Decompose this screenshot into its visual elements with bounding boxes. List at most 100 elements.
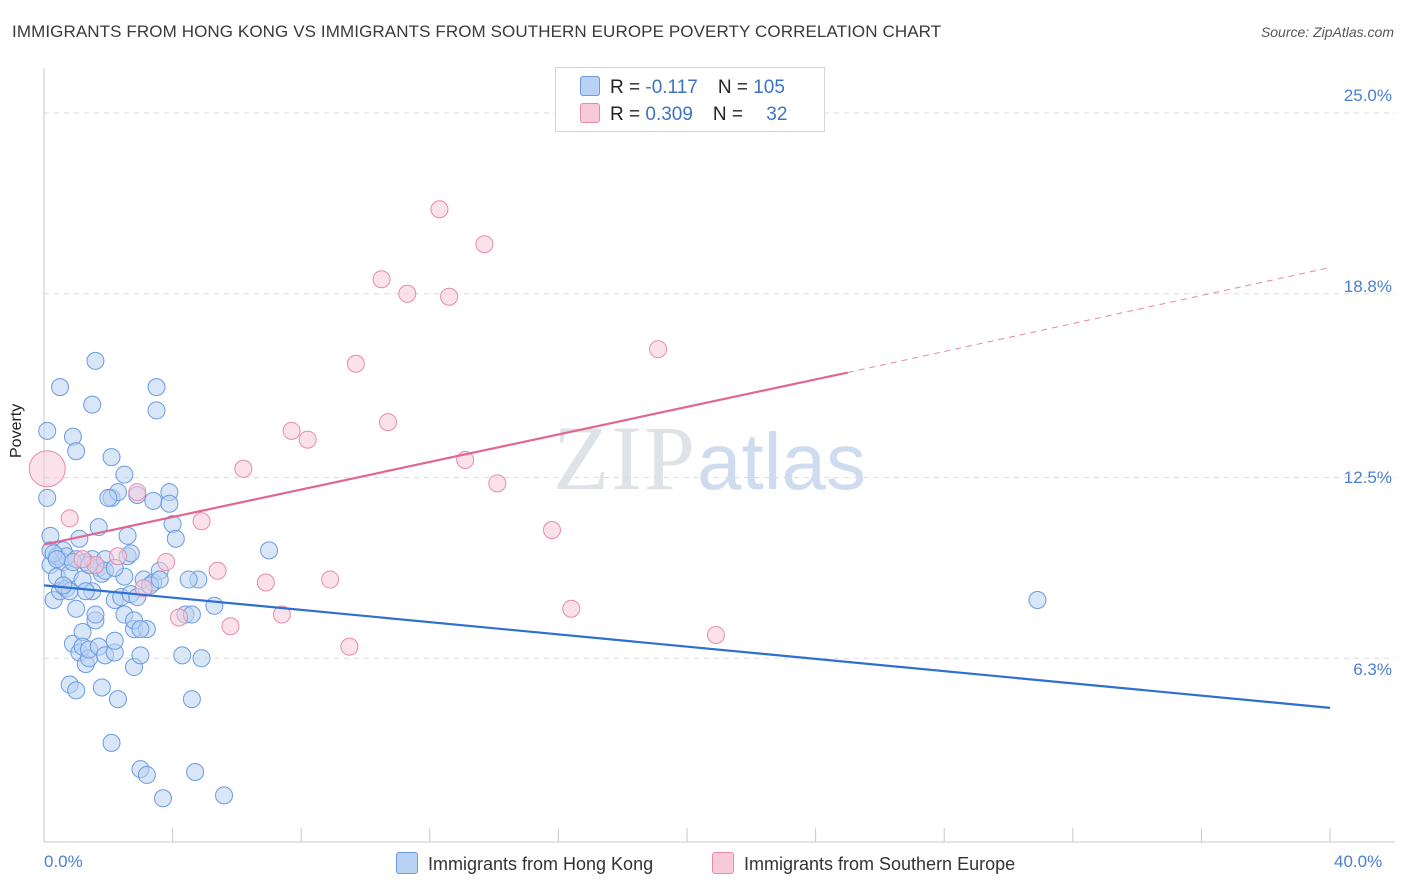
n-label: N = (712, 104, 749, 125)
legend-item-hong-kong[interactable]: Immigrants from Hong Kong (396, 852, 653, 875)
hong-kong-point (38, 488, 57, 507)
hong-kong-point (51, 378, 70, 397)
hong-kong-point (86, 605, 105, 624)
hong-kong-point (179, 570, 198, 589)
southern-europe-point (340, 637, 359, 656)
southern-europe-point (298, 430, 317, 449)
y-tick-label: 18.8% (1343, 277, 1392, 296)
chart-title: IMMIGRANTS FROM HONG KONG VS IMMIGRANTS … (12, 22, 942, 41)
southern-europe-point (60, 509, 79, 528)
southern-europe-point (282, 421, 301, 440)
hong-kong-point (205, 596, 224, 615)
hong-kong-point (38, 421, 57, 440)
r-label: R = (610, 104, 646, 125)
y-axis-label: Poverty (8, 403, 25, 458)
southern-europe-point (28, 450, 66, 488)
n-label: N = (717, 77, 754, 98)
y-tick-label: 6.3% (1353, 660, 1392, 679)
hong-kong-point (83, 395, 102, 414)
hong-kong-point (182, 690, 201, 709)
southern-europe-point (272, 605, 291, 624)
hong-kong-point (131, 620, 150, 639)
hong-kong-point (67, 681, 86, 700)
hong-kong-point (115, 465, 134, 484)
southern-europe-point (73, 550, 92, 569)
legend-label: Immigrants from Southern Europe (744, 854, 1016, 874)
southern-europe-trend-line (43, 371, 848, 546)
hong-kong-point (1028, 590, 1047, 609)
southern-europe-point (234, 459, 253, 478)
southern-europe-point (430, 200, 449, 219)
hong-kong-point (76, 582, 95, 601)
southern-europe-point (488, 474, 507, 493)
hong-kong-point (67, 442, 86, 461)
n-value: 105 (753, 77, 785, 98)
legend-row-southern-europe: R = 0.309 N = 32 (580, 103, 787, 127)
hong-kong-point (160, 494, 179, 513)
watermark-zip: ZIP (553, 407, 697, 509)
hong-kong-point (147, 401, 166, 420)
southern-europe-point (321, 570, 340, 589)
southern-europe-point (208, 561, 227, 580)
hong-kong-point (105, 631, 124, 650)
southern-europe-point (562, 599, 581, 618)
watermark: ZIPatlas (553, 405, 866, 511)
hong-kong-point (215, 786, 234, 805)
legend-label: Immigrants from Hong Kong (428, 854, 654, 874)
southern-europe-point (398, 284, 417, 303)
hong-kong-point (47, 550, 66, 569)
hong-kong-point (173, 646, 192, 665)
hong-kong-point (86, 351, 105, 370)
hong-kong-point (260, 541, 279, 560)
y-tick-label: 12.5% (1343, 468, 1392, 487)
x-tick-label: 40.0% (1334, 852, 1383, 871)
blue-swatch-icon (396, 852, 418, 874)
southern-europe-point (706, 625, 725, 644)
southern-europe-trend-extension (847, 267, 1331, 374)
watermark-atlas: atlas (697, 417, 866, 506)
southern-europe-point (221, 617, 240, 636)
southern-europe-point (256, 573, 275, 592)
hong-kong-point (192, 649, 211, 668)
hong-kong-point (147, 378, 166, 397)
correlation-legend: R = -0.117 N = 105 R = 0.309 N = 32 (555, 67, 825, 132)
hong-kong-point (102, 448, 121, 467)
x-tick-label: 0.0% (44, 852, 83, 871)
hong-kong-trend-line (43, 584, 1331, 709)
pink-swatch-icon (712, 852, 734, 874)
hong-kong-point (131, 646, 150, 665)
southern-europe-point (128, 483, 147, 502)
southern-europe-point (542, 520, 561, 539)
hong-kong-point (137, 765, 156, 784)
southern-europe-point (346, 354, 365, 373)
hong-kong-point (63, 427, 82, 446)
southern-europe-point (475, 235, 494, 254)
southern-europe-point (372, 270, 391, 289)
southern-europe-point (157, 553, 176, 572)
hong-kong-point (67, 599, 86, 618)
southern-europe-point (134, 579, 153, 598)
hong-kong-point (144, 491, 163, 510)
source-label: Source: ZipAtlas.com (1260, 24, 1394, 40)
southern-europe-point (379, 413, 398, 432)
legend-item-southern-europe[interactable]: Immigrants from Southern Europe (712, 852, 1015, 875)
hong-kong-point (99, 488, 118, 507)
pink-swatch-icon (580, 103, 600, 123)
r-value: 0.309 (645, 104, 693, 125)
hong-kong-point (54, 576, 73, 595)
southern-europe-point (192, 512, 211, 531)
hong-kong-point (108, 690, 127, 709)
hong-kong-point (150, 570, 169, 589)
southern-europe-point (649, 340, 668, 359)
y-tick-label: 25.0% (1343, 86, 1392, 105)
southern-europe-point (108, 547, 127, 566)
blue-swatch-icon (580, 76, 600, 96)
hong-kong-point (102, 733, 121, 752)
hong-kong-point (118, 526, 137, 545)
legend-row-hong-kong: R = -0.117 N = 105 (580, 76, 785, 100)
hong-kong-point (166, 529, 185, 548)
southern-europe-point (440, 287, 459, 306)
n-value: 32 (766, 104, 788, 125)
hong-kong-point (92, 678, 111, 697)
r-value: -0.117 (645, 77, 698, 98)
